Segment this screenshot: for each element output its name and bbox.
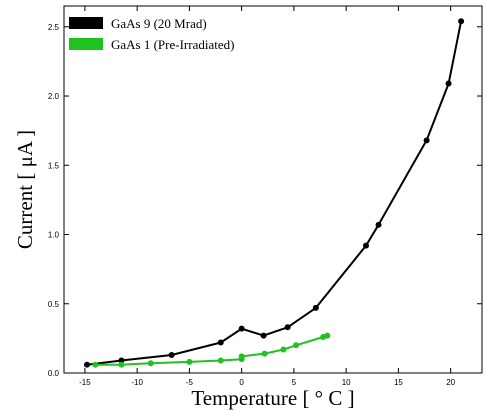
series-0-point bbox=[423, 137, 430, 144]
series-0-point bbox=[363, 242, 370, 249]
x-tick-label: 0 bbox=[239, 378, 244, 387]
series-1-point bbox=[92, 361, 99, 368]
x-tick-label: 20 bbox=[446, 378, 455, 387]
y-tick-label: 2.0 bbox=[48, 92, 60, 101]
legend-label-gaas1: GaAs 1 (Pre-Irradiated) bbox=[111, 37, 234, 52]
legend: GaAs 9 (20 Mrad) GaAs 1 (Pre-Irradiated) bbox=[69, 16, 234, 52]
y-tick-label: 0.0 bbox=[48, 369, 60, 378]
y-tick-label: 1.5 bbox=[48, 161, 60, 170]
y-tick-label: 2.5 bbox=[48, 23, 60, 32]
series-1-point bbox=[292, 342, 299, 349]
plot-frame bbox=[63, 5, 483, 374]
series-layer bbox=[83, 18, 465, 368]
series-0-point bbox=[375, 221, 382, 228]
series-0-point bbox=[238, 325, 245, 332]
series-0-point bbox=[312, 304, 319, 311]
x-axis-title: Temperature [ ° C ] bbox=[191, 386, 354, 410]
y-axis-title: Current [ μA ] bbox=[13, 130, 37, 249]
series-1-point bbox=[238, 353, 245, 360]
series-1-point bbox=[261, 350, 268, 357]
x-tick-label: -5 bbox=[186, 378, 194, 387]
x-tick-label: 5 bbox=[292, 378, 297, 387]
legend-swatch-gaas9 bbox=[69, 17, 103, 29]
x-tick-label: 10 bbox=[342, 378, 351, 387]
legend-label-gaas9: GaAs 9 (20 Mrad) bbox=[111, 16, 207, 31]
x-tick-label: -15 bbox=[79, 378, 91, 387]
y-tick-label: 1.0 bbox=[48, 231, 60, 240]
series-1-point bbox=[186, 358, 193, 365]
series-1-point bbox=[118, 361, 125, 368]
series-0-point bbox=[458, 18, 465, 25]
x-tick-label: 15 bbox=[394, 378, 403, 387]
series-0-point bbox=[118, 357, 125, 364]
series-line-0 bbox=[86, 21, 463, 366]
x-tick-label: -10 bbox=[131, 378, 143, 387]
series-0-point bbox=[445, 80, 452, 87]
series-1-point bbox=[217, 357, 224, 364]
series-0-point bbox=[83, 361, 90, 368]
series-0-point bbox=[284, 324, 291, 331]
series-0-point bbox=[168, 351, 175, 358]
series-0-point bbox=[217, 339, 224, 346]
axis-ticks: -15 -10 -5 0 5 10 15 20 0.0 0.5 1.0 1.5 2.0 2.5 bbox=[48, 6, 482, 387]
series-1-point bbox=[147, 360, 154, 367]
series-0-point bbox=[260, 332, 267, 339]
series-1-point bbox=[324, 332, 331, 339]
y-tick-label: 0.5 bbox=[48, 300, 60, 309]
series-1-point bbox=[280, 346, 287, 353]
legend-swatch-gaas1 bbox=[69, 38, 103, 50]
